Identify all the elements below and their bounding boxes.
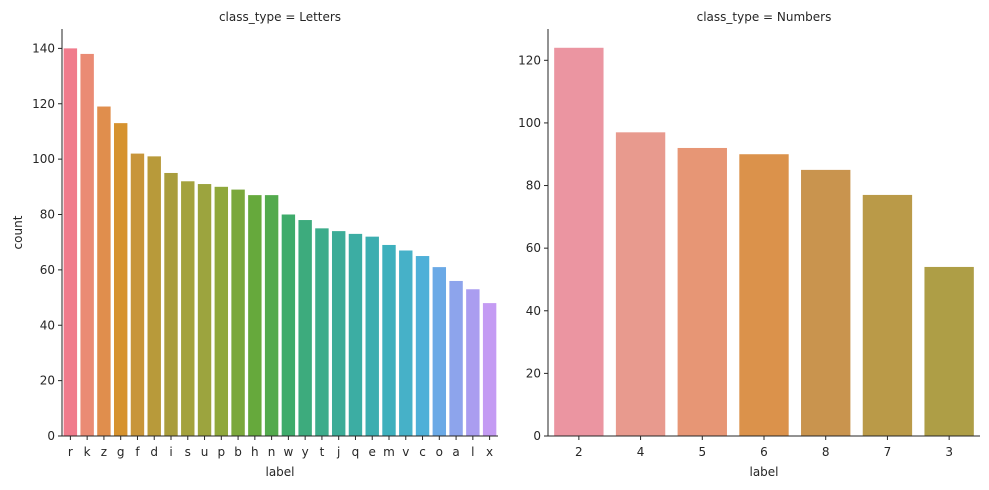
x-tick-label: d (150, 445, 158, 459)
bar (181, 181, 195, 436)
x-tick-label: m (383, 445, 395, 459)
x-tick-label: l (471, 445, 474, 459)
y-axis-label: count (11, 215, 25, 249)
x-tick-label: 5 (698, 445, 706, 459)
bar (97, 106, 111, 437)
y-tick-label: 60 (40, 263, 55, 277)
y-tick-label: 80 (526, 179, 541, 193)
y-tick-label: 140 (32, 41, 55, 55)
y-tick-label: 20 (40, 374, 55, 388)
bar (801, 169, 851, 436)
x-tick-label: v (402, 445, 409, 459)
panel-title: class_type = Letters (219, 10, 341, 24)
bar (63, 48, 78, 436)
bar (382, 244, 396, 436)
x-tick-label: p (217, 445, 225, 459)
x-tick-label: h (251, 445, 259, 459)
x-tick-label: b (234, 445, 242, 459)
bar (331, 231, 346, 436)
x-tick-label: j (336, 445, 340, 459)
x-tick-label: i (169, 445, 172, 459)
x-tick-label: x (486, 445, 493, 459)
panel-title: class_type = Numbers (697, 10, 832, 24)
bar (449, 280, 463, 436)
y-tick-label: 60 (526, 241, 541, 255)
x-tick-label: 8 (822, 445, 830, 459)
x-tick-label: 4 (637, 445, 645, 459)
x-tick-label: 3 (945, 445, 953, 459)
bar (482, 303, 497, 436)
y-tick-label: 120 (518, 53, 541, 67)
x-tick-label: g (117, 445, 125, 459)
x-tick-label: t (320, 445, 325, 459)
bar (924, 266, 974, 436)
x-tick-label: o (436, 445, 443, 459)
y-tick-label: 80 (40, 208, 55, 222)
y-tick-label: 100 (518, 116, 541, 130)
x-axis-label: label (265, 465, 294, 479)
x-tick-label: n (268, 445, 276, 459)
bar (554, 47, 604, 437)
bar (739, 154, 789, 436)
y-tick-label: 0 (47, 429, 55, 443)
y-tick-label: 20 (526, 366, 541, 380)
bar (677, 147, 727, 436)
bar (298, 220, 312, 436)
bar (862, 194, 913, 436)
bar (415, 256, 430, 436)
x-tick-label: 2 (575, 445, 583, 459)
x-tick-label: e (369, 445, 376, 459)
bar (130, 153, 145, 436)
y-tick-label: 100 (32, 152, 55, 166)
bar (248, 195, 262, 436)
x-tick-label: s (185, 445, 191, 459)
bar (365, 236, 379, 436)
bar (113, 123, 128, 437)
x-tick-label: k (84, 445, 91, 459)
x-tick-label: 6 (760, 445, 768, 459)
bar (164, 172, 178, 437)
bar (615, 132, 666, 437)
x-tick-label: f (135, 445, 140, 459)
x-tick-label: a (452, 445, 459, 459)
x-tick-label: u (201, 445, 209, 459)
bar (264, 195, 279, 436)
x-tick-label: 7 (884, 445, 892, 459)
bar (348, 233, 363, 436)
bar (399, 250, 413, 436)
bar (315, 228, 329, 436)
x-tick-label: y (302, 445, 309, 459)
x-tick-label: q (352, 445, 360, 459)
bar (80, 53, 94, 436)
y-tick-label: 120 (32, 97, 55, 111)
bar (281, 214, 296, 436)
x-tick-label: r (68, 445, 73, 459)
y-tick-label: 40 (526, 304, 541, 318)
x-tick-label: c (419, 445, 426, 459)
bar (214, 186, 229, 436)
y-tick-label: 0 (533, 429, 541, 443)
bar (466, 289, 480, 436)
bar (432, 267, 447, 436)
bar (197, 184, 212, 436)
x-tick-label: w (283, 445, 293, 459)
x-axis-label: label (749, 465, 778, 479)
bar (147, 156, 161, 437)
x-tick-label: z (101, 445, 107, 459)
bar (231, 189, 245, 436)
y-tick-label: 40 (40, 318, 55, 332)
